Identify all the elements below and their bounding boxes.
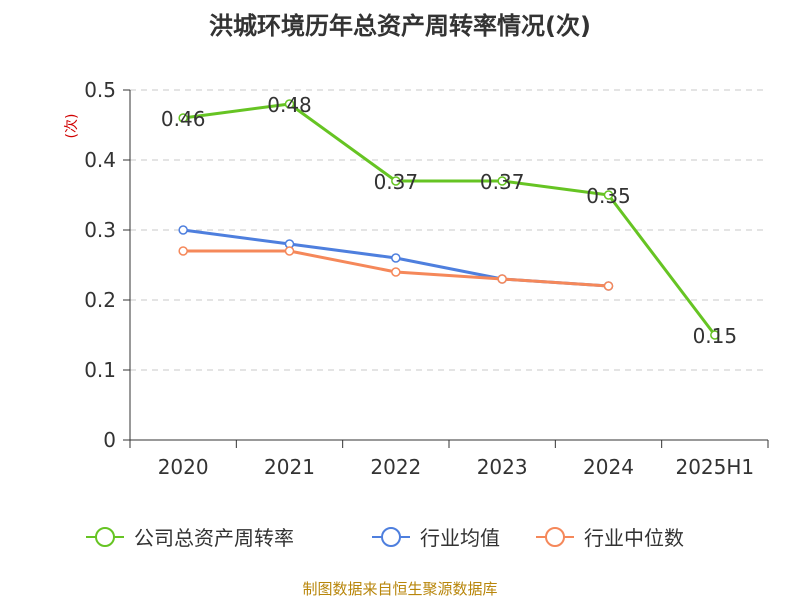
x-tick-label: 2023: [477, 455, 528, 479]
data-label: 0.37: [480, 170, 525, 194]
data-label: 0.48: [267, 93, 312, 117]
data-point: [284, 99, 295, 109]
data-point: [497, 274, 507, 284]
data-label: 0.35: [586, 184, 631, 208]
x-tick-label: 2022: [370, 455, 421, 479]
source-footer: 制图数据来自恒生聚源数据库: [302, 580, 498, 598]
legend-item-label[interactable]: 行业中位数: [584, 526, 684, 550]
data-point: [178, 113, 188, 123]
legend-marker[interactable]: [95, 527, 115, 547]
data-point: [178, 225, 188, 235]
data-point: [710, 330, 720, 340]
y-tick-label: 0: [103, 428, 116, 452]
x-tick-label: 2020: [158, 455, 209, 479]
data-label: 0.46: [161, 107, 206, 131]
data-point: [391, 253, 401, 263]
data-point: [178, 246, 188, 256]
y-tick-label: 0.1: [84, 358, 116, 382]
y-tick-label: 0.2: [84, 288, 116, 312]
y-tick-label: 0.3: [84, 218, 116, 242]
legend-marker[interactable]: [545, 527, 565, 547]
y-tick-label: 0.4: [84, 148, 116, 172]
legend-item-label[interactable]: 公司总资产周转率: [134, 526, 294, 550]
data-point: [284, 246, 295, 256]
data-point: [391, 267, 401, 277]
legend-marker[interactable]: [381, 527, 401, 547]
chart-title: 洪城环境历年总资产周转率情况(次): [209, 12, 591, 40]
x-tick-label: 2025H1: [675, 455, 754, 479]
y-tick-label: 0.5: [84, 78, 116, 102]
legend-item-label[interactable]: 行业均值: [420, 526, 500, 550]
x-tick-label: 2021: [264, 455, 315, 479]
data-point: [391, 176, 401, 186]
data-point: [497, 176, 507, 186]
data-label: 0.37: [374, 170, 419, 194]
data-point: [603, 190, 614, 200]
y-axis-unit-label: (次): [64, 114, 80, 139]
series-line-0: [182, 102, 717, 336]
x-tick-label: 2024: [583, 455, 634, 479]
data-label: 0.15: [693, 324, 738, 348]
data-point: [603, 281, 614, 291]
